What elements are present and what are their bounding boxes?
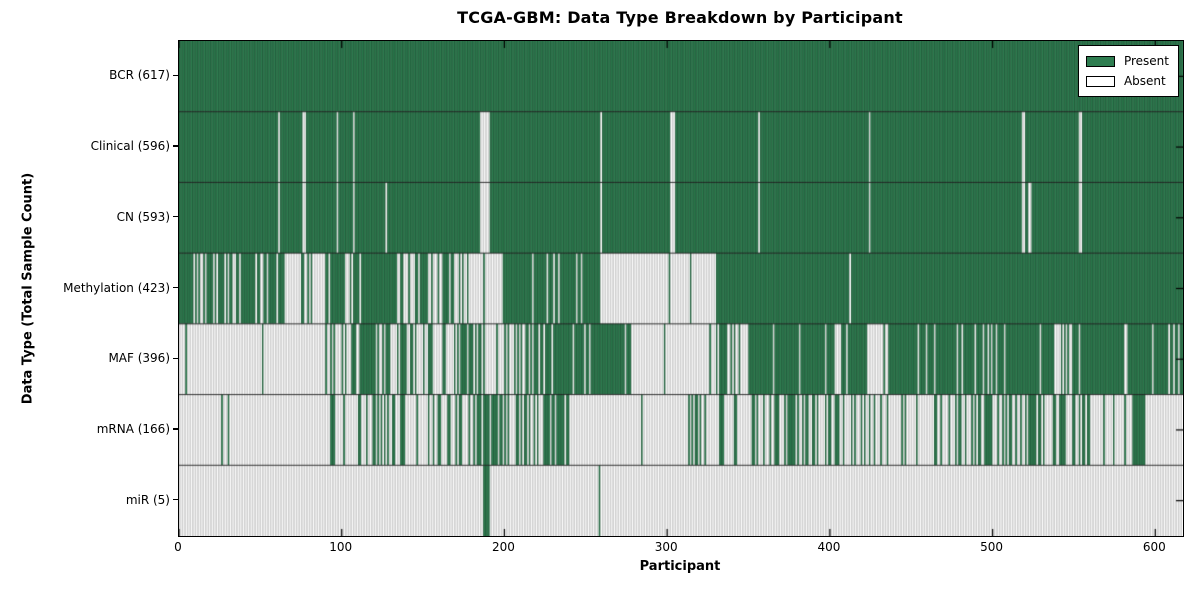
x-tick-label: 200 [491,540,515,554]
x-tick-label: 600 [1142,540,1166,554]
y-tick-label: Clinical (596) [90,139,170,154]
y-axis-tick [173,145,178,147]
chart-title: TCGA-GBM: Data Type Breakdown by Partici… [457,8,903,27]
legend-label-present: Present [1123,54,1169,68]
plot-area [178,40,1184,537]
x-tick-label: 300 [654,540,678,554]
x-tick-label: 100 [329,540,353,554]
y-axis-tick [173,286,178,289]
heatmap-canvas [179,41,1183,536]
y-tick-label: MAF (396) [108,351,170,366]
y-axis-tick [173,74,178,76]
absent-swatch [1085,75,1115,87]
x-axis-label: Participant [639,559,721,574]
y-axis-tick [173,428,178,430]
legend: Present Absent [1077,45,1179,97]
x-tick-label: 0 [174,540,182,554]
y-tick-label: BCR (617) [109,68,170,83]
y-tick-label: Methylation (423) [63,280,170,295]
y-axis-tick [173,498,178,501]
y-axis-tick [173,216,178,218]
y-tick-label: CN (593) [116,209,170,224]
y-axis-tick [173,357,178,359]
legend-entry-absent: Absent [1085,71,1169,91]
legend-label-absent: Absent [1123,74,1166,88]
present-swatch [1085,55,1115,67]
y-tick-label: mRNA (166) [96,421,170,436]
x-tick-label: 500 [980,540,1004,554]
y-tick-label: miR (5) [125,492,170,507]
legend-entry-present: Present [1085,51,1169,71]
x-tick-label: 400 [817,540,841,554]
